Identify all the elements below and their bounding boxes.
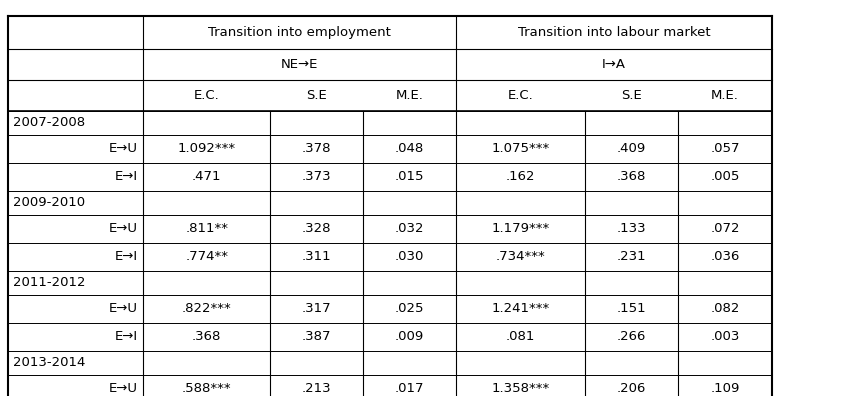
Text: .811**: .811**: [185, 222, 228, 235]
Text: .032: .032: [394, 222, 424, 235]
Text: .378: .378: [302, 142, 331, 155]
Text: E→U: E→U: [108, 222, 138, 235]
Text: .151: .151: [616, 302, 646, 315]
Text: E→I: E→I: [114, 170, 138, 183]
Text: NE→E: NE→E: [281, 57, 318, 70]
Text: .025: .025: [394, 302, 424, 315]
Text: .368: .368: [192, 330, 221, 343]
Text: .030: .030: [394, 250, 424, 263]
Text: .368: .368: [616, 170, 646, 183]
Text: .017: .017: [394, 382, 424, 395]
Text: .373: .373: [302, 170, 331, 183]
Text: .588***: .588***: [182, 382, 231, 395]
Text: .266: .266: [616, 330, 646, 343]
Text: .317: .317: [302, 302, 331, 315]
Text: S.E: S.E: [306, 89, 327, 102]
Text: .206: .206: [616, 382, 646, 395]
Text: 1.241***: 1.241***: [491, 302, 550, 315]
Text: .774**: .774**: [185, 250, 228, 263]
Text: .009: .009: [394, 330, 424, 343]
Text: E→U: E→U: [108, 302, 138, 315]
Text: S.E: S.E: [621, 89, 642, 102]
Text: .162: .162: [506, 170, 536, 183]
Text: E.C.: E.C.: [508, 89, 533, 102]
Text: I→A: I→A: [602, 57, 627, 70]
Text: Transition into labour market: Transition into labour market: [518, 26, 711, 38]
Text: Transition into employment: Transition into employment: [208, 26, 391, 38]
Text: .109: .109: [711, 382, 740, 395]
Text: .036: .036: [711, 250, 740, 263]
Text: 1.358***: 1.358***: [491, 382, 550, 395]
Text: .213: .213: [302, 382, 331, 395]
Text: E.C.: E.C.: [193, 89, 220, 102]
Text: .387: .387: [302, 330, 331, 343]
Text: .734***: .734***: [495, 250, 546, 263]
Text: .057: .057: [711, 142, 740, 155]
Text: E→U: E→U: [108, 142, 138, 155]
Text: 2009-2010: 2009-2010: [13, 196, 86, 209]
Text: 1.075***: 1.075***: [491, 142, 550, 155]
Text: .082: .082: [711, 302, 740, 315]
Text: .231: .231: [616, 250, 646, 263]
Text: .822***: .822***: [182, 302, 231, 315]
Text: .072: .072: [711, 222, 740, 235]
Text: .409: .409: [616, 142, 646, 155]
Text: 1.179***: 1.179***: [491, 222, 550, 235]
Text: .471: .471: [192, 170, 221, 183]
Text: M.E.: M.E.: [711, 89, 739, 102]
Text: M.E.: M.E.: [395, 89, 423, 102]
Text: 2011-2012: 2011-2012: [13, 276, 86, 289]
Text: .328: .328: [302, 222, 331, 235]
Text: .048: .048: [394, 142, 424, 155]
Text: E→I: E→I: [114, 250, 138, 263]
Text: 2007-2008: 2007-2008: [13, 116, 86, 129]
Text: E→I: E→I: [114, 330, 138, 343]
Text: .081: .081: [506, 330, 536, 343]
Text: 1.092***: 1.092***: [177, 142, 235, 155]
Text: .005: .005: [711, 170, 740, 183]
Text: .015: .015: [394, 170, 424, 183]
Text: E→U: E→U: [108, 382, 138, 395]
Text: .133: .133: [616, 222, 646, 235]
Text: .311: .311: [302, 250, 331, 263]
Text: .003: .003: [711, 330, 740, 343]
Text: 2013-2014: 2013-2014: [13, 356, 86, 369]
